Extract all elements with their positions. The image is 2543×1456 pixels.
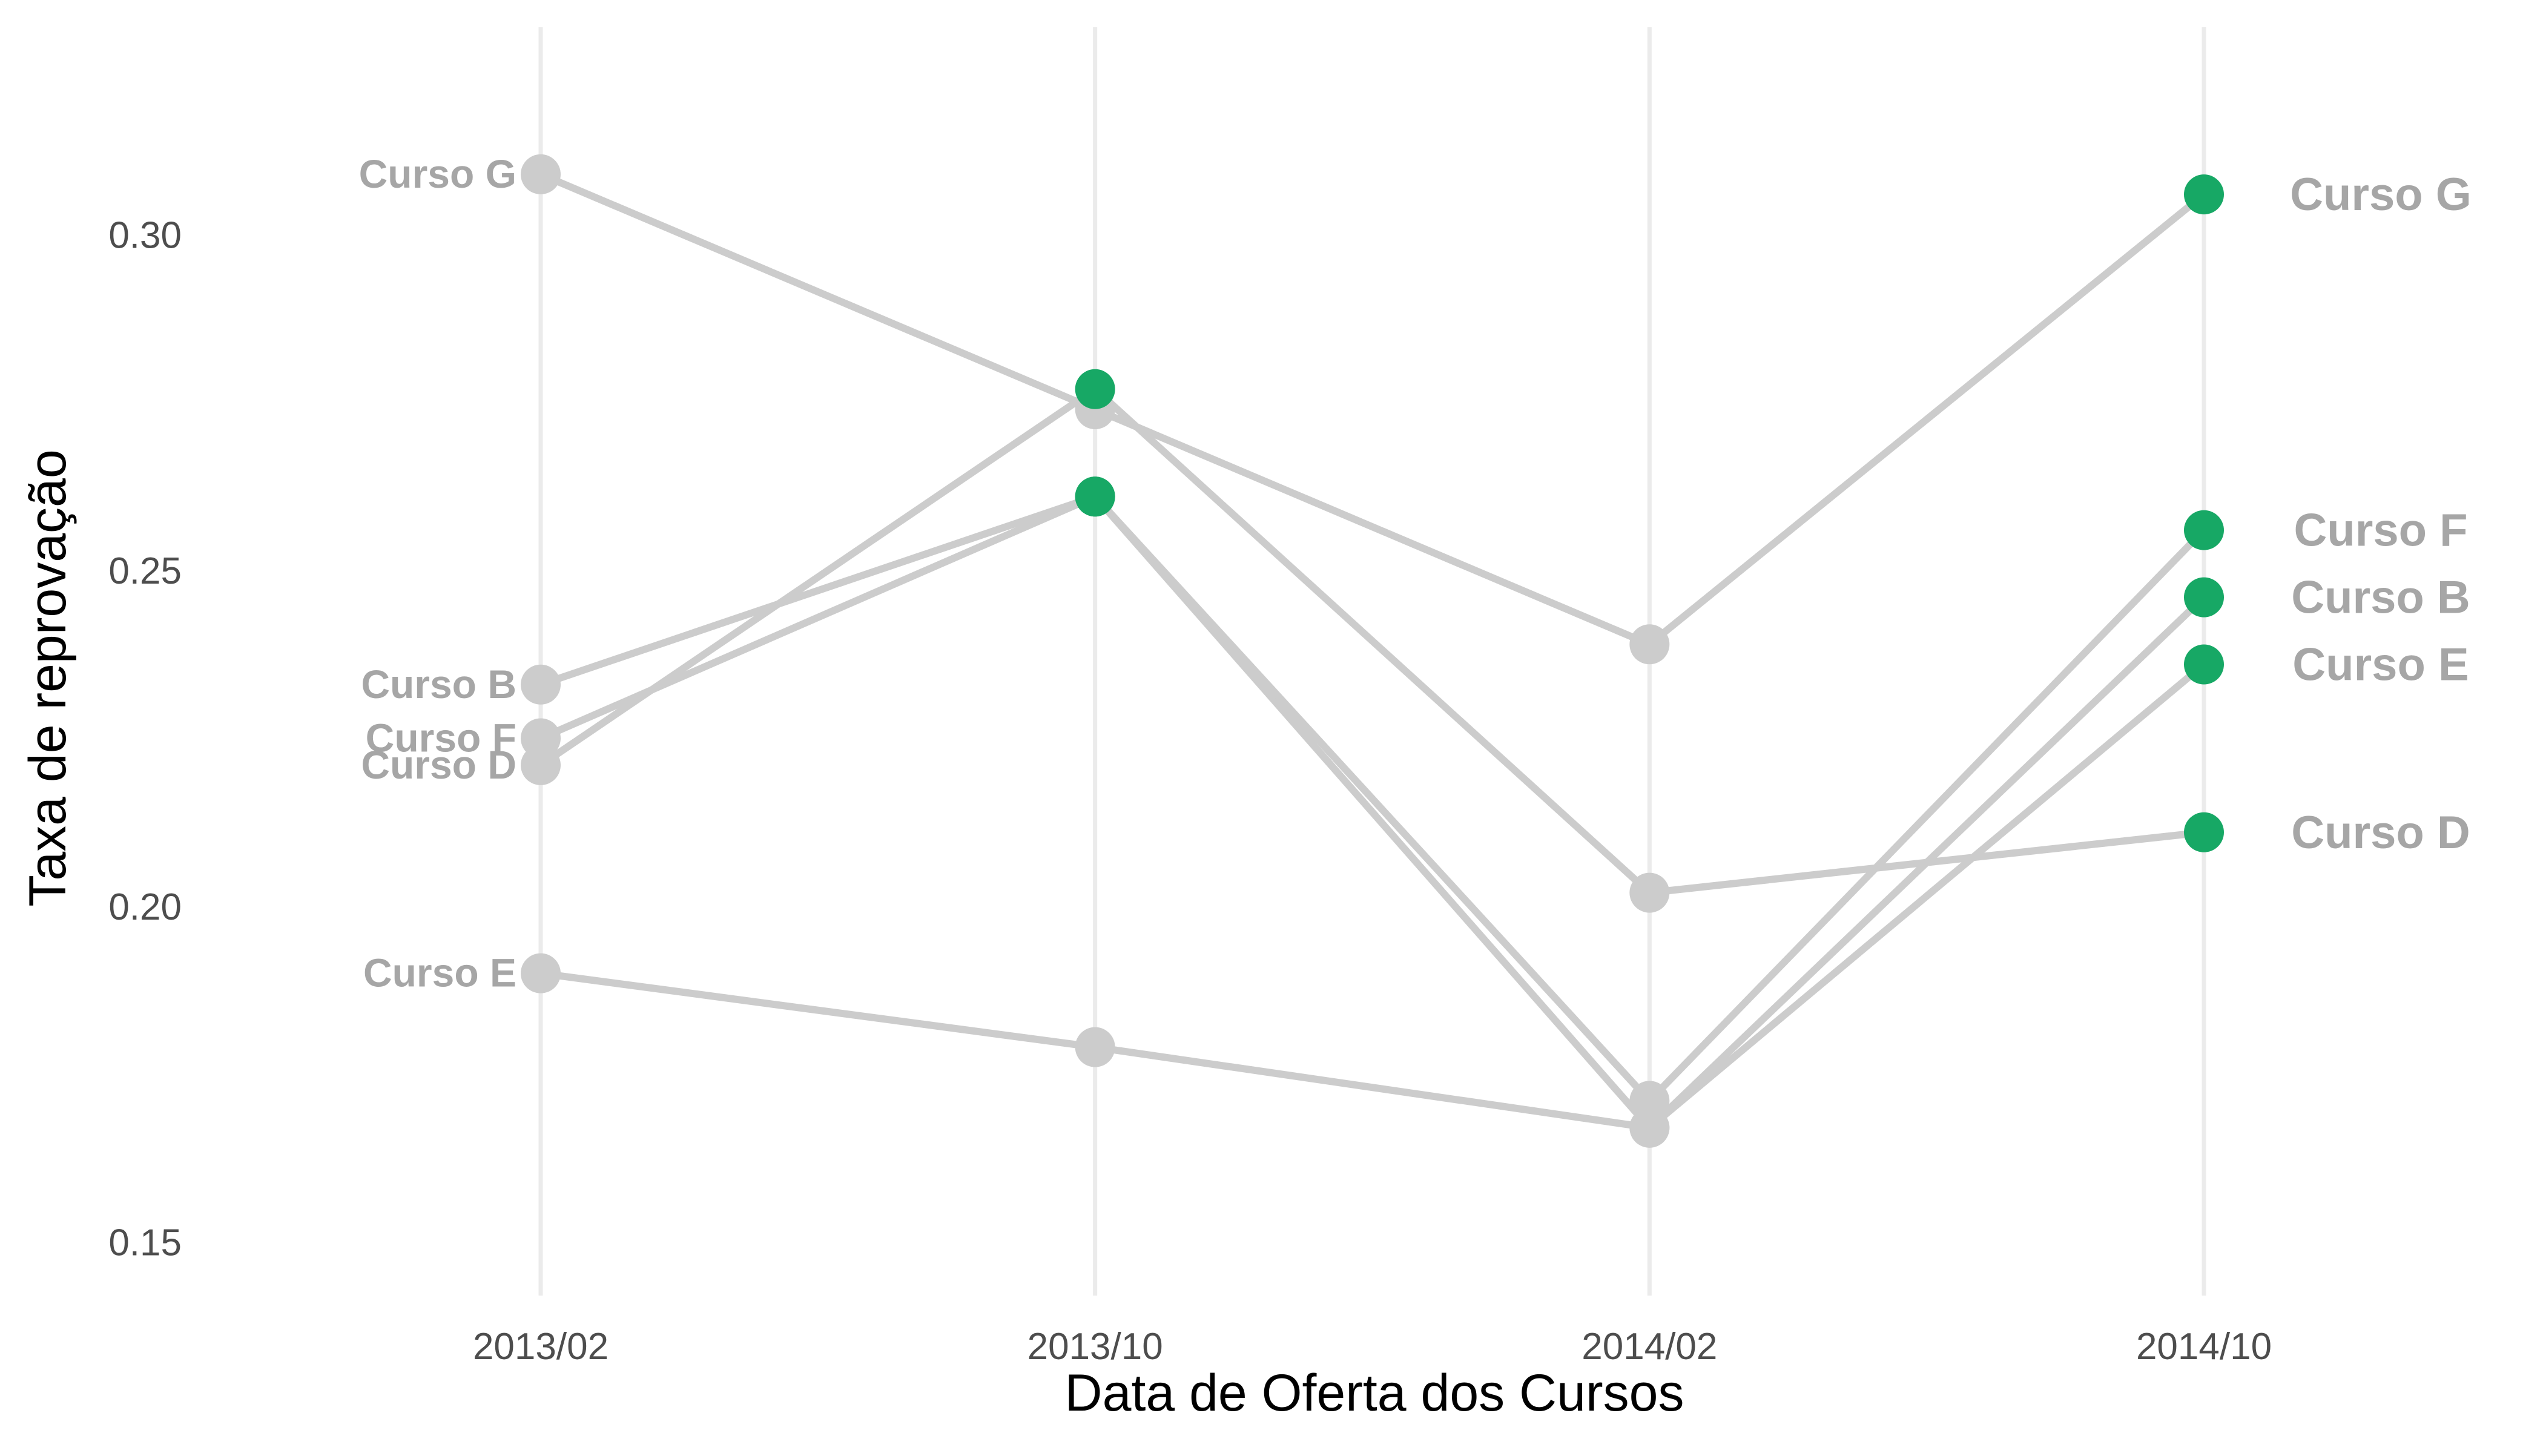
y-tick-label: 0.15 (108, 1222, 182, 1263)
gridlines (538, 27, 2206, 1296)
point-curso-d-2013-10 (1075, 369, 1115, 409)
x-tick-label: 2014/02 (1582, 1326, 1717, 1368)
point-curso-d-2014-02 (1629, 872, 1670, 913)
x-tick-label: 2014/10 (2136, 1326, 2272, 1368)
data-points (521, 154, 2224, 1148)
x-axis-title: Data de Oferta dos Cursos (1065, 1364, 1684, 1422)
point-curso-g-2014-02 (1629, 624, 1670, 665)
series-label-right-curso-e: Curso E (2292, 639, 2469, 691)
y-tick-label: 0.20 (108, 886, 182, 928)
point-curso-e-2014-02 (1629, 1107, 1670, 1148)
series-label-left-curso-f: Curso F (366, 715, 516, 760)
series-line-curso-g (537, 170, 2208, 648)
series-label-right-curso-f: Curso F (2294, 505, 2467, 556)
point-curso-g-2014-10 (2184, 174, 2224, 215)
series-line-curso-b (537, 493, 2208, 1132)
x-tick-label: 2013/10 (1027, 1326, 1163, 1368)
series-line-curso-d (537, 385, 2208, 897)
y-tick-label: 0.30 (108, 215, 182, 257)
point-curso-f-2013-10 (1075, 476, 1115, 517)
point-curso-d-2013-02 (521, 745, 561, 785)
series-lines (537, 170, 2208, 1132)
y-tick-label: 0.25 (108, 550, 182, 592)
series-label-right-curso-d: Curso D (2291, 807, 2470, 858)
y-axis-ticks: 0.15 0.20 0.25 0.30 (108, 215, 182, 1264)
series-label-right-curso-g: Curso G (2290, 169, 2472, 220)
series-line-curso-e (537, 660, 2208, 1132)
point-curso-b-2013-02 (521, 664, 561, 705)
point-curso-e-2013-02 (521, 953, 561, 993)
series-label-left-curso-b: Curso B (361, 662, 516, 707)
series-label-right-curso-b: Curso B (2291, 572, 2470, 624)
point-curso-d-2014-10 (2184, 812, 2224, 852)
series-label-left-curso-e: Curso E (363, 950, 516, 995)
series-label-left-curso-g: Curso G (359, 151, 516, 196)
y-axis-title: Taxa de reprovação (19, 449, 77, 906)
series-line-curso-f (537, 493, 2208, 1105)
point-curso-e-2013-10 (1075, 1027, 1115, 1067)
point-curso-g-2013-02 (521, 154, 561, 194)
point-curso-e-2014-10 (2184, 644, 2224, 685)
point-curso-f-2014-10 (2184, 510, 2224, 550)
point-curso-b-2014-10 (2184, 577, 2224, 618)
x-tick-label: 2013/02 (473, 1326, 609, 1368)
x-axis-ticks: 2013/02 2013/10 2014/02 2014/10 (473, 1326, 2272, 1368)
series-label-left-curso-d: Curso D (361, 742, 516, 787)
